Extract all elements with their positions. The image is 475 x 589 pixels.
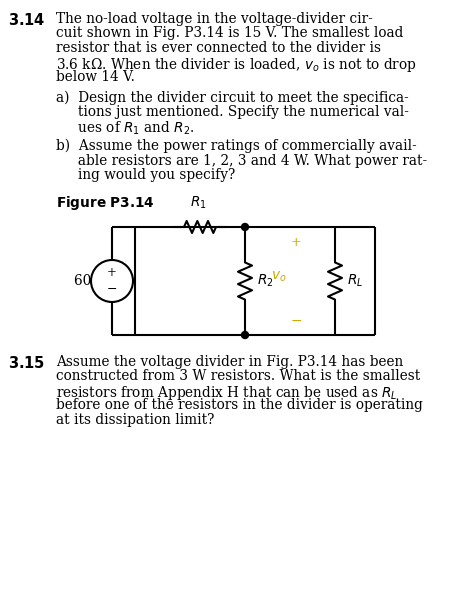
Text: The no-load voltage in the voltage-divider cir-: The no-load voltage in the voltage-divid…	[56, 12, 373, 26]
Text: $v_o$: $v_o$	[271, 270, 286, 284]
Text: b)  Assume the power ratings of commercially avail-: b) Assume the power ratings of commercia…	[56, 139, 417, 153]
Text: a)  Design the divider circuit to meet the specifica-: a) Design the divider circuit to meet th…	[56, 91, 409, 105]
Text: able resistors are 1, 2, 3 and 4 W. What power rat-: able resistors are 1, 2, 3 and 4 W. What…	[56, 154, 427, 167]
Text: Assume the voltage divider in Fig. P3.14 has been: Assume the voltage divider in Fig. P3.14…	[56, 355, 403, 369]
Text: constructed from 3 W resistors. What is the smallest: constructed from 3 W resistors. What is …	[56, 369, 420, 383]
Text: $\mathbf{Figure\ P3.14}$: $\mathbf{Figure\ P3.14}$	[56, 194, 155, 213]
Text: 3.6 kΩ. When the divider is loaded, $v_o$ is not to drop: 3.6 kΩ. When the divider is loaded, $v_o…	[56, 55, 417, 74]
Text: resistor that is ever connected to the divider is: resistor that is ever connected to the d…	[56, 41, 381, 55]
Text: below 14 V.: below 14 V.	[56, 70, 135, 84]
Text: cuit shown in Fig. P3.14 is 15 V. The smallest load: cuit shown in Fig. P3.14 is 15 V. The sm…	[56, 27, 403, 41]
Text: +: +	[291, 237, 301, 250]
Circle shape	[241, 332, 248, 339]
Text: ing would you specify?: ing would you specify?	[56, 168, 235, 182]
Text: −: −	[107, 283, 117, 296]
Text: resistors from Appendix H that can be used as $R_L$: resistors from Appendix H that can be us…	[56, 384, 398, 402]
Text: $\mathbf{3.15}$: $\mathbf{3.15}$	[8, 355, 45, 371]
Circle shape	[241, 223, 248, 230]
Text: $R_1$: $R_1$	[190, 194, 206, 211]
Text: ues of $R_1$ and $R_2$.: ues of $R_1$ and $R_2$.	[56, 120, 195, 137]
Circle shape	[91, 260, 133, 302]
Text: before one of the resistors in the divider is operating: before one of the resistors in the divid…	[56, 399, 423, 412]
Text: −: −	[290, 314, 302, 328]
Text: $R_2$: $R_2$	[257, 273, 274, 289]
Text: 60 V: 60 V	[75, 274, 106, 288]
Text: $R_L$: $R_L$	[347, 273, 363, 289]
Text: $\mathbf{3.14}$: $\mathbf{3.14}$	[8, 12, 46, 28]
Text: +: +	[107, 266, 117, 279]
Text: at its dissipation limit?: at its dissipation limit?	[56, 413, 214, 427]
Text: tions just mentioned. Specify the numerical val-: tions just mentioned. Specify the numeri…	[56, 105, 409, 119]
